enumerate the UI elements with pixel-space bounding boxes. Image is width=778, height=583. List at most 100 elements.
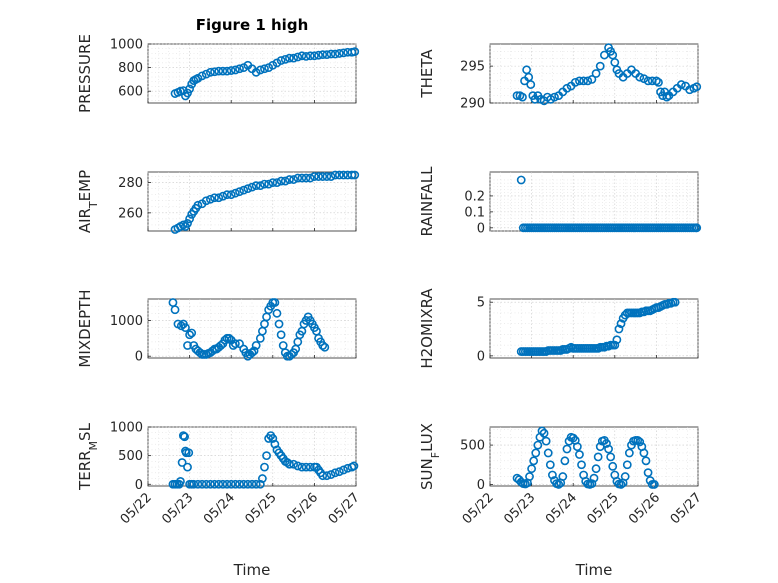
data-point bbox=[516, 477, 526, 487]
data-point bbox=[543, 448, 553, 458]
data-point bbox=[593, 452, 603, 462]
data-point bbox=[305, 462, 315, 472]
data-point bbox=[178, 220, 188, 230]
data-point bbox=[255, 181, 265, 191]
x-tick-label: 05/27 bbox=[668, 490, 705, 527]
data-point bbox=[643, 468, 653, 478]
data-point bbox=[183, 219, 192, 228]
y-tick-label: 290 bbox=[460, 97, 485, 112]
data-point bbox=[616, 480, 626, 489]
data-point bbox=[235, 64, 244, 74]
data-point bbox=[226, 66, 236, 75]
y-tick-label: 0 bbox=[477, 478, 485, 493]
subplot-6: 0 5 H2OMIXRA bbox=[418, 288, 699, 369]
data-point bbox=[183, 341, 192, 350]
data-point bbox=[322, 50, 332, 60]
data-point bbox=[268, 178, 278, 187]
data-point bbox=[537, 426, 547, 436]
data-point bbox=[589, 473, 599, 483]
data-point bbox=[249, 346, 259, 356]
data-point bbox=[260, 462, 269, 472]
data-point bbox=[218, 479, 228, 489]
x-tick-label: 05/22 bbox=[118, 490, 155, 527]
data-point bbox=[305, 51, 315, 61]
data-point bbox=[692, 223, 702, 233]
subplot-3: 260 280 AIRTEMP bbox=[76, 170, 360, 234]
data-point bbox=[685, 85, 695, 95]
data-points bbox=[512, 426, 659, 489]
data-point bbox=[224, 333, 234, 343]
data-point bbox=[262, 451, 271, 461]
data-point bbox=[349, 461, 359, 471]
data-point bbox=[604, 444, 613, 454]
data-point bbox=[220, 335, 230, 345]
y-tick-label: 295 bbox=[460, 60, 485, 75]
data-point bbox=[635, 437, 645, 447]
y-axis-label: RAINFALL bbox=[418, 166, 436, 237]
data-point bbox=[554, 480, 564, 489]
y-tick-label: 0.2 bbox=[464, 189, 485, 204]
data-point bbox=[545, 460, 555, 470]
data-point bbox=[251, 341, 261, 350]
data-point bbox=[208, 346, 217, 356]
data-point bbox=[309, 172, 319, 181]
data-point bbox=[322, 172, 332, 181]
y-axis-label: SUNFLUX bbox=[418, 423, 442, 490]
data-point bbox=[297, 51, 307, 61]
plot-area bbox=[147, 171, 357, 232]
data-point bbox=[222, 190, 232, 200]
subplot-1: 600 800 1000 PRESSURE bbox=[76, 34, 360, 113]
data-points bbox=[170, 47, 360, 101]
data-point bbox=[541, 436, 551, 446]
data-point bbox=[330, 49, 340, 59]
data-point bbox=[272, 308, 282, 318]
data-point bbox=[587, 75, 597, 84]
data-point bbox=[181, 323, 190, 333]
data-point bbox=[570, 77, 580, 87]
data-point bbox=[577, 460, 586, 470]
data-point bbox=[320, 342, 330, 352]
data-point bbox=[289, 53, 298, 63]
figure-title: Figure 1 high bbox=[196, 16, 309, 34]
data-point bbox=[318, 341, 328, 350]
data-point bbox=[572, 442, 582, 452]
data-point bbox=[558, 472, 568, 481]
data-point bbox=[280, 176, 290, 186]
plot-area bbox=[489, 171, 699, 232]
data-point bbox=[633, 435, 643, 445]
y-tick-label: 0 bbox=[477, 221, 485, 236]
x-tick-label: 05/23 bbox=[159, 490, 196, 527]
data-points bbox=[170, 170, 360, 234]
data-point bbox=[255, 65, 265, 75]
data-point bbox=[177, 458, 187, 467]
data-point bbox=[264, 179, 274, 189]
data-point bbox=[201, 196, 211, 206]
subplot-7: 0 500 1000 TERRMSL 05/22 05/23 05/24 05/25 05/26… bbox=[76, 421, 363, 528]
data-point bbox=[222, 66, 232, 76]
data-point bbox=[197, 71, 207, 81]
data-point bbox=[239, 185, 249, 195]
data-point bbox=[531, 448, 541, 458]
data-point bbox=[251, 181, 261, 191]
data-point bbox=[260, 64, 269, 74]
data-point bbox=[606, 452, 616, 462]
data-point bbox=[512, 91, 522, 101]
data-point bbox=[305, 173, 315, 183]
data-point bbox=[272, 178, 282, 187]
data-point bbox=[575, 76, 584, 86]
data-point bbox=[230, 339, 240, 349]
data-point bbox=[218, 66, 228, 76]
data-point bbox=[222, 479, 232, 489]
data-point bbox=[243, 479, 253, 489]
data-point bbox=[289, 175, 298, 184]
y-tick-label: 500 bbox=[118, 449, 143, 464]
data-point bbox=[616, 319, 626, 329]
data-point bbox=[326, 49, 336, 59]
data-point bbox=[314, 172, 323, 181]
data-point bbox=[230, 479, 240, 489]
data-point bbox=[314, 50, 323, 60]
y-tick-label: 0 bbox=[135, 350, 143, 365]
data-point bbox=[230, 188, 240, 198]
data-point bbox=[230, 65, 240, 75]
data-points bbox=[168, 431, 359, 489]
